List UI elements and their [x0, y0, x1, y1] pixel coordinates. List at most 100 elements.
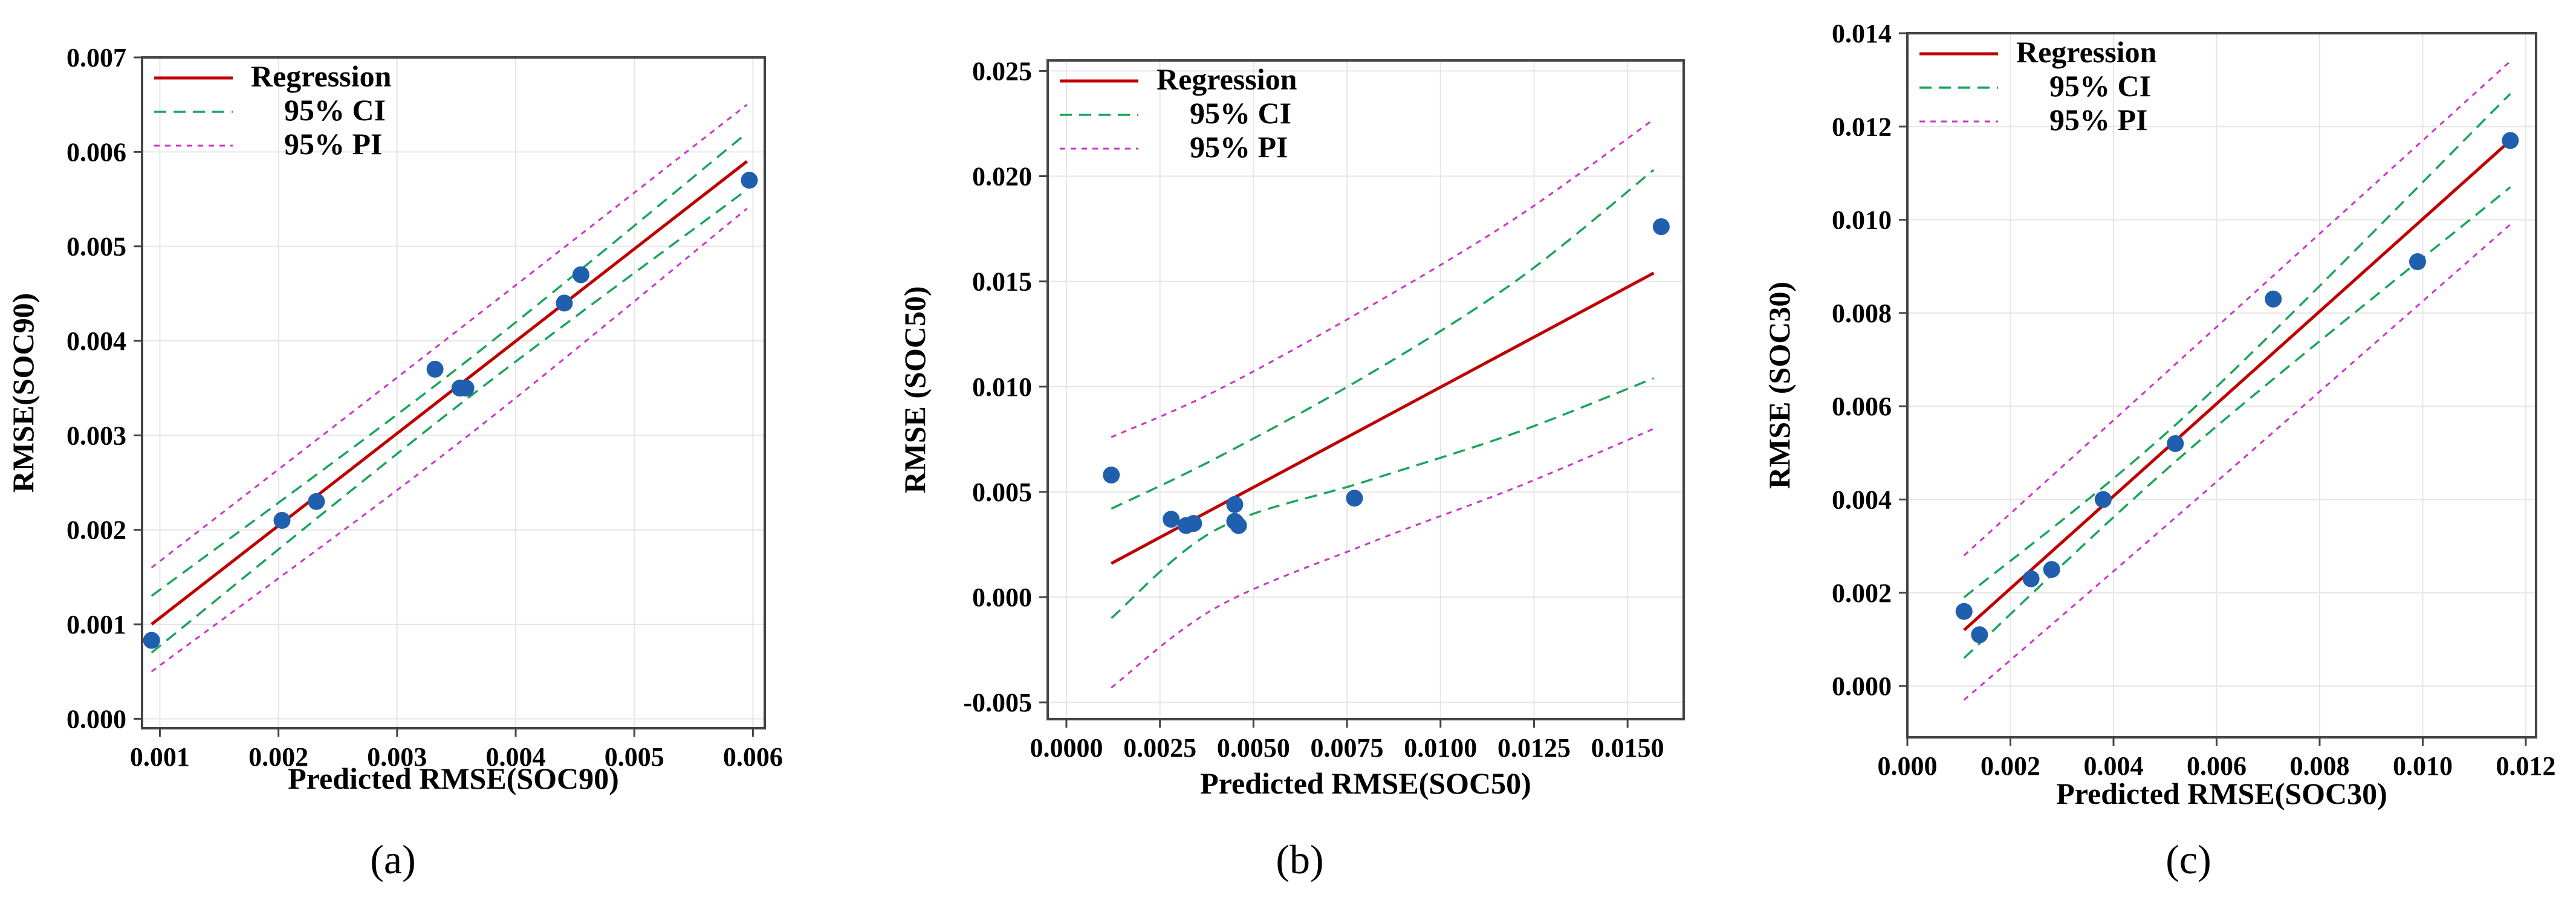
pi-upper-line [151, 103, 748, 569]
x-tick-label: 0.0050 [1217, 733, 1290, 763]
legend-label: Regression [1157, 62, 1297, 96]
y-tick-label: 0.007 [67, 43, 126, 73]
x-axis-label: Predicted RMSE(SOC90) [288, 761, 619, 795]
data-point [2167, 435, 2184, 452]
y-tick-label: 0.025 [972, 56, 1032, 86]
x-tick-label: 0.0150 [1591, 733, 1664, 763]
x-tick-label: 0.012 [2496, 751, 2555, 781]
ci-lower-line [151, 189, 748, 654]
chart-panel-c: 0.000 0.002 0.004 0.006 0.008 0.010 0.012 0.000… [1762, 19, 2555, 882]
y-tick-label: -0.005 [963, 688, 1032, 717]
y-tick-label: 0.005 [972, 477, 1032, 507]
x-tick-label: 0.002 [1981, 751, 2040, 781]
panel-caption: (a) [370, 836, 415, 882]
data-point [1652, 218, 1670, 236]
y-tick-label: 0.010 [1832, 205, 1892, 235]
data-point [426, 360, 444, 378]
x-tick-label: 0.0000 [1030, 733, 1103, 763]
regression-line [1963, 139, 2512, 632]
legend-label: Regression [2016, 35, 2157, 69]
data-point [572, 266, 589, 283]
data-point [2502, 132, 2519, 149]
x-tick-label: 0.003 [367, 742, 427, 772]
panel-caption: (b) [1276, 836, 1323, 882]
y-axis-label: RMSE(SOC90) [6, 293, 40, 493]
y-tick-label: 0.004 [67, 326, 126, 356]
pi-lower-line [151, 207, 748, 673]
y-tick-label: 0.003 [67, 421, 126, 450]
data-point [273, 512, 291, 529]
pi-lower-line [1963, 224, 2511, 701]
y-tick-label: 0.010 [972, 372, 1032, 402]
y-tick-label: 0.006 [67, 137, 126, 167]
data-point [1185, 515, 1202, 532]
y-tick-label: 0.002 [67, 516, 126, 545]
data-point [2265, 290, 2282, 308]
y-tick-label: 0.001 [67, 610, 126, 639]
y-tick-label: 0.000 [67, 704, 126, 734]
x-axis-label: Predicted RMSE(SOC50) [1200, 766, 1531, 800]
x-tick-label: 0.005 [605, 742, 664, 772]
data-point [1103, 467, 1120, 484]
x-tick-label: 0.006 [2187, 751, 2247, 781]
ci-lower-line [1111, 377, 1655, 619]
x-tick-label: 0.002 [248, 742, 308, 772]
data-point [2409, 253, 2426, 271]
y-tick-label: 0.006 [1832, 392, 1892, 421]
y-tick-label: 0.015 [972, 267, 1032, 297]
x-tick-label: 0.004 [486, 742, 546, 772]
legend-label: 95% PI [284, 127, 383, 161]
y-tick-label: 0.008 [1832, 299, 1892, 328]
pi-lower-line [1111, 428, 1655, 688]
plot-frame [1906, 32, 2537, 739]
panel-caption: (c) [2166, 836, 2211, 882]
y-axis-label: RMSE (SOC30) [1762, 282, 1796, 489]
ci-upper-line [1963, 93, 2511, 598]
y-axis-label: RMSE (SOC50) [898, 286, 932, 493]
data-point [2094, 491, 2112, 508]
data-point [1346, 490, 1363, 507]
data-point [1971, 626, 1988, 644]
ci-lower-line [1963, 186, 2511, 659]
legend-label: 95% PI [2049, 103, 2148, 137]
plot-frame [141, 56, 766, 729]
x-tick-label: 0.000 [1878, 751, 1938, 781]
legend-label: 95% CI [1190, 96, 1291, 130]
legend-label: 95% CI [284, 93, 386, 127]
data-point [556, 294, 573, 312]
y-tick-label: 0.012 [1832, 112, 1892, 141]
data-point [2022, 570, 2040, 587]
x-tick-label: 0.0075 [1311, 733, 1384, 763]
legend-label: Regression [251, 59, 392, 93]
x-tick-label: 0.010 [2393, 751, 2453, 781]
x-tick-label: 0.0025 [1123, 733, 1196, 763]
chart-panel-a: 0.001 0.002 0.003 0.004 0.005 0.0060.0000.001… [6, 43, 783, 882]
y-tick-label: 0.000 [1832, 671, 1892, 701]
pi-upper-line [1111, 118, 1655, 438]
data-point [1955, 603, 1973, 620]
data-point [308, 493, 325, 510]
x-tick-label: 0.0100 [1404, 733, 1477, 763]
y-tick-label: 0.000 [972, 583, 1032, 612]
y-tick-label: 0.002 [1832, 578, 1892, 608]
data-point [2043, 561, 2060, 578]
x-tick-label: 0.001 [130, 742, 190, 772]
chart-panel-b: 0.0000 0.0025 0.0050 0.0075 0.0100 0.0125 0.01… [898, 56, 1685, 882]
x-tick-label: 0.008 [2289, 751, 2349, 781]
x-tick-label: 0.004 [2083, 751, 2143, 781]
x-tick-label: 0.0125 [1497, 733, 1571, 763]
y-tick-label: 0.005 [67, 232, 126, 262]
y-tick-label: 0.014 [1832, 19, 1892, 48]
regression-line [151, 160, 748, 626]
data-point [1226, 496, 1244, 513]
x-tick-label: 0.006 [723, 742, 783, 772]
legend-label: 95% CI [2049, 69, 2151, 103]
x-axis-label: Predicted RMSE(SOC30) [2056, 777, 2387, 810]
data-point [143, 632, 160, 649]
data-point [1230, 517, 1247, 534]
ci-upper-line [1111, 169, 1655, 510]
